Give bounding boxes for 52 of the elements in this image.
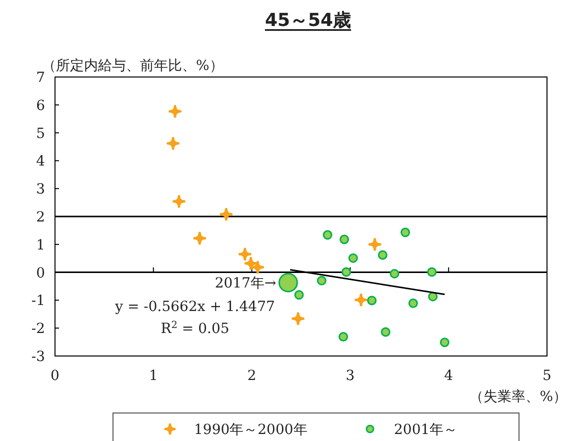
x-tick-label: 0 bbox=[50, 368, 60, 384]
point bbox=[428, 292, 438, 302]
point bbox=[316, 276, 326, 286]
point bbox=[251, 260, 264, 274]
chart-title: 45～54歳 bbox=[264, 10, 352, 31]
point bbox=[244, 256, 258, 270]
x-tick-label: 1 bbox=[148, 368, 158, 384]
point bbox=[338, 332, 348, 342]
point bbox=[348, 253, 358, 263]
x-tick-label: 4 bbox=[444, 368, 454, 384]
point bbox=[368, 238, 382, 251]
x-tick-label: 5 bbox=[542, 368, 552, 384]
point bbox=[340, 234, 350, 244]
x-axis-title: （失業率、%） bbox=[470, 389, 567, 405]
y-tick-label: 4 bbox=[36, 154, 46, 170]
point bbox=[427, 267, 437, 277]
y-tick-label: 1 bbox=[36, 237, 45, 254]
x-tick-label: 2 bbox=[247, 368, 256, 384]
point bbox=[390, 268, 400, 278]
y-tick-label: 3 bbox=[36, 182, 45, 198]
y-tick-label: -1 bbox=[31, 293, 45, 310]
y-tick-label: 7 bbox=[36, 70, 45, 86]
point bbox=[193, 232, 206, 245]
point bbox=[220, 208, 233, 221]
legend-label: 1990年～2000年 bbox=[194, 422, 308, 438]
point bbox=[378, 250, 388, 260]
x-tick-label: 3 bbox=[346, 368, 355, 384]
legend-label: 2001年～ bbox=[394, 422, 458, 438]
y-tick-label: 0 bbox=[36, 265, 45, 282]
point bbox=[172, 194, 186, 208]
y-tick-label: 5 bbox=[36, 126, 45, 142]
annotation: R$^{2}$ = 0.05 bbox=[160, 320, 230, 337]
point bbox=[168, 104, 182, 118]
point bbox=[367, 296, 377, 306]
y-tick-label: 2 bbox=[36, 210, 45, 226]
point bbox=[408, 298, 418, 308]
point bbox=[292, 312, 304, 326]
point bbox=[354, 293, 368, 306]
point bbox=[238, 248, 252, 261]
y-tick-label: -2 bbox=[31, 321, 45, 338]
point bbox=[342, 267, 352, 277]
annotation: 2017年→ bbox=[214, 276, 276, 292]
y-tick-label: -3 bbox=[31, 349, 45, 365]
annotation: y = -0.5662x + 1.4477 bbox=[114, 299, 275, 315]
point bbox=[380, 327, 390, 337]
point bbox=[166, 136, 180, 150]
point bbox=[322, 230, 332, 240]
point bbox=[278, 272, 298, 292]
point bbox=[440, 338, 450, 348]
point bbox=[400, 228, 410, 238]
y-tick-label: 6 bbox=[36, 98, 46, 114]
point bbox=[294, 290, 304, 300]
